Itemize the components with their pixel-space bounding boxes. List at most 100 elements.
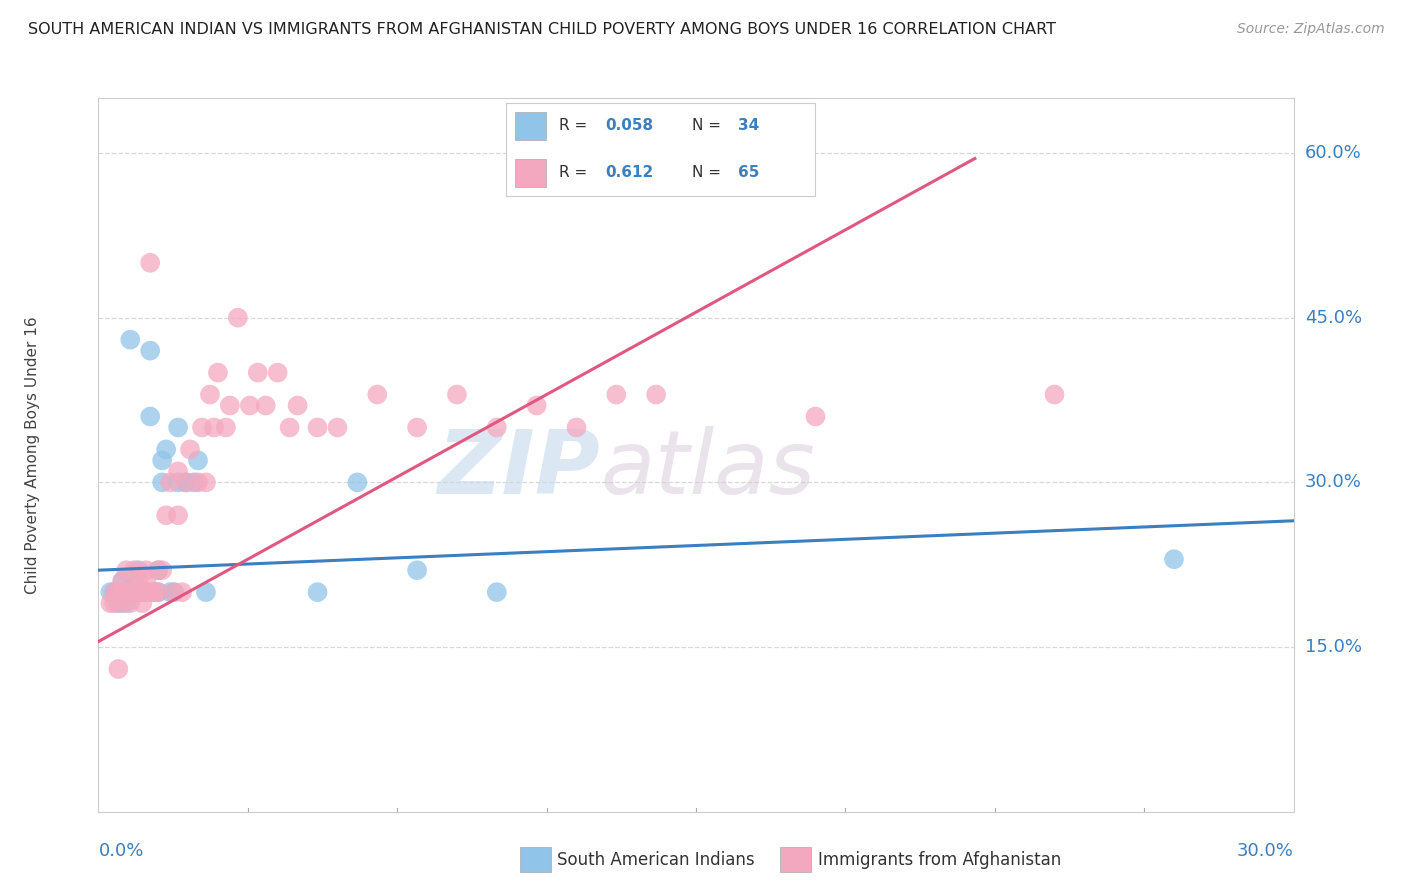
Text: 0.058: 0.058 (605, 119, 654, 134)
Point (406, 563, 429, 577)
Point (278, 420, 301, 434)
Text: ZIP: ZIP (437, 425, 600, 513)
Text: R =: R = (558, 165, 596, 180)
Point (135, 563, 157, 577)
Point (103, 585, 125, 599)
Point (107, 596, 129, 610)
Point (163, 585, 186, 599)
Point (127, 574, 149, 589)
Text: 0.0%: 0.0% (98, 842, 143, 860)
Point (143, 585, 166, 599)
Text: 0.612: 0.612 (605, 165, 654, 180)
Point (526, 399, 548, 413)
Point (254, 399, 277, 413)
Point (307, 585, 329, 599)
Point (107, 585, 129, 599)
Point (179, 442, 201, 457)
Bar (516, 159, 547, 187)
Point (267, 366, 290, 380)
Point (143, 585, 166, 599)
Point (187, 475, 209, 490)
Point (485, 420, 508, 434)
Point (366, 387, 388, 401)
Point (226, 310, 249, 325)
Point (159, 585, 181, 599)
Point (167, 508, 190, 523)
Point (307, 420, 329, 434)
Point (139, 585, 162, 599)
Text: 30.0%: 30.0% (1237, 842, 1294, 860)
Point (207, 366, 229, 380)
Point (565, 420, 588, 434)
Point (239, 399, 262, 413)
Point (124, 563, 146, 577)
Point (1163, 552, 1185, 566)
Point (115, 563, 138, 577)
Point (150, 563, 173, 577)
Point (155, 442, 177, 457)
Text: atlas: atlas (600, 426, 815, 512)
Point (150, 475, 173, 490)
Point (148, 563, 170, 577)
Text: 65: 65 (738, 165, 759, 180)
Text: South American Indians: South American Indians (557, 851, 755, 869)
Point (120, 585, 142, 599)
Point (191, 420, 214, 434)
Point (174, 475, 197, 490)
Point (124, 585, 146, 599)
Point (167, 464, 190, 478)
Point (219, 399, 242, 413)
Text: N =: N = (692, 165, 725, 180)
Point (202, 420, 225, 434)
Point (135, 574, 157, 589)
Point (120, 333, 142, 347)
Point (111, 574, 134, 589)
Point (120, 585, 142, 599)
Point (120, 596, 142, 610)
Point (127, 585, 149, 599)
Point (1043, 387, 1066, 401)
Text: Immigrants from Afghanistan: Immigrants from Afghanistan (818, 851, 1062, 869)
Point (139, 343, 162, 358)
Point (124, 585, 146, 599)
Point (167, 475, 190, 490)
Point (287, 399, 309, 413)
Point (150, 453, 173, 467)
Point (163, 585, 186, 599)
Point (111, 596, 134, 610)
Text: 15.0%: 15.0% (1305, 638, 1361, 656)
Point (804, 409, 827, 424)
Point (406, 420, 429, 434)
Text: Child Poverty Among Boys Under 16: Child Poverty Among Boys Under 16 (25, 316, 41, 594)
Point (120, 585, 142, 599)
Text: 60.0%: 60.0% (1305, 144, 1361, 162)
Point (326, 420, 349, 434)
Point (135, 585, 157, 599)
Point (172, 585, 194, 599)
Point (111, 585, 134, 599)
Point (98, 596, 122, 610)
Point (131, 585, 153, 599)
Point (187, 453, 209, 467)
Point (346, 475, 368, 490)
Point (167, 420, 190, 434)
Point (148, 563, 170, 577)
Text: 45.0%: 45.0% (1305, 309, 1362, 326)
Point (127, 585, 149, 599)
Point (115, 585, 138, 599)
Point (98, 585, 122, 599)
Point (103, 585, 125, 599)
Point (155, 508, 177, 523)
Point (215, 420, 238, 434)
Text: N =: N = (692, 119, 725, 134)
Point (127, 585, 149, 599)
Point (131, 585, 153, 599)
Point (103, 596, 125, 610)
Point (183, 475, 205, 490)
Point (485, 585, 508, 599)
Point (139, 256, 162, 270)
Text: Source: ZipAtlas.com: Source: ZipAtlas.com (1237, 22, 1385, 37)
Point (124, 574, 146, 589)
Text: 30.0%: 30.0% (1305, 474, 1361, 491)
Point (131, 596, 153, 610)
